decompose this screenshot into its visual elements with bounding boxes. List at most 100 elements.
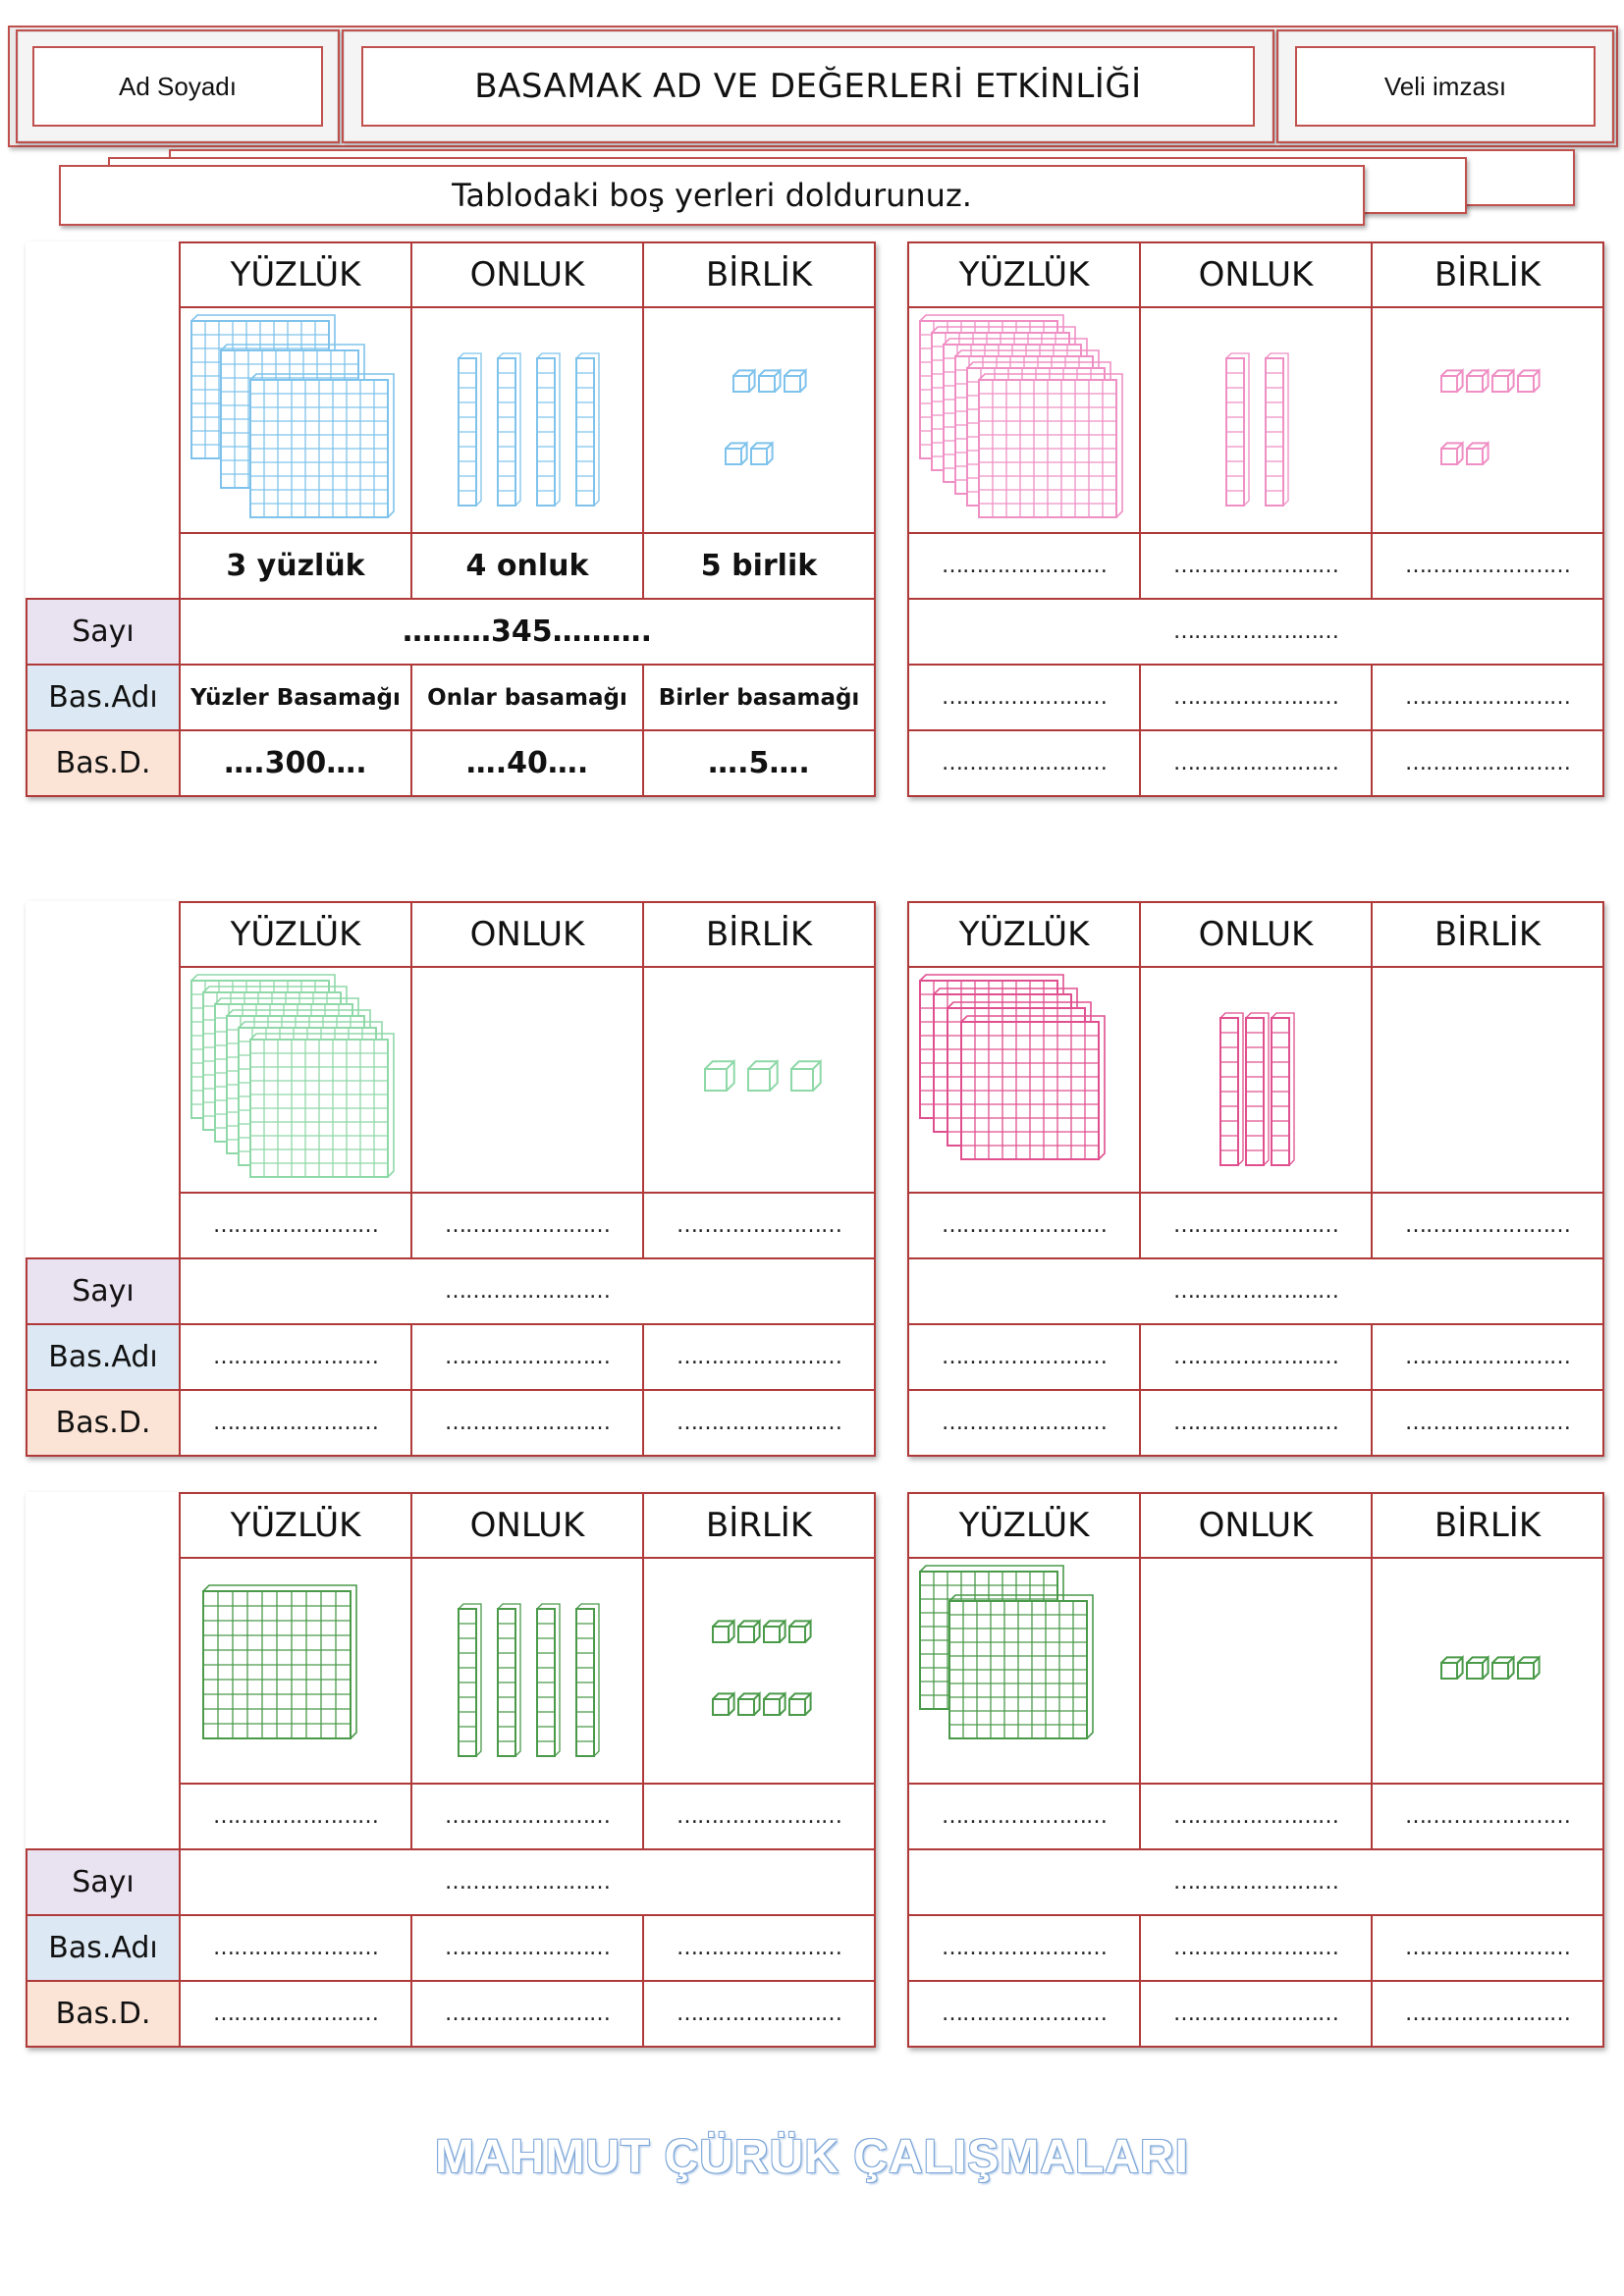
hundred-block [249,373,395,518]
count-cell[interactable]: …………………… [1139,1783,1373,1850]
place-value-cell[interactable]: …………………… [1139,1980,1373,2048]
count-cell[interactable]: 5 birlik [642,532,876,600]
place-value-cell[interactable]: ….5…. [642,729,876,797]
place-value-table: YÜZLÜK ONLUK BİRLİK 3 yüzlük 4 onluk 5 birlik… [26,241,876,797]
place-value-cell[interactable]: …………………… [1371,1389,1604,1457]
count-cell[interactable]: …………………… [1371,1192,1604,1259]
hundred-block [948,1594,1094,1739]
number-cell[interactable]: …………………… [907,1257,1604,1325]
place-value-cell[interactable]: …………………… [1139,1389,1373,1457]
place-value-cell[interactable]: …………………… [907,1980,1141,2048]
place-name-cell[interactable]: …………………… [642,1914,876,1982]
place-value-cell[interactable]: …………………… [642,1980,876,2048]
count-cell[interactable]: …………………… [907,532,1141,600]
ones-cubes [1371,966,1604,1194]
tens-rods [410,306,644,534]
place-name-cell[interactable]: …………………… [179,1914,412,1982]
place-name-cell[interactable]: …………………… [1139,1914,1373,1982]
empty-corner [27,242,180,307]
place-name-cell[interactable]: Yüzler Basamağı [179,664,412,731]
one-cube [732,367,756,393]
place-value-cell[interactable]: …………………… [410,1980,644,2048]
row-label-number: Sayı [26,598,181,666]
count-cell[interactable]: …………………… [410,1783,644,1850]
number-cell[interactable]: …………………… [179,1257,876,1325]
place-name-cell[interactable]: …………………… [642,1323,876,1391]
place-name-cell[interactable]: …………………… [907,664,1141,731]
one-cube [784,367,807,393]
name-field[interactable]: Ad Soyadı [32,46,323,127]
ten-rod [1225,352,1250,507]
count-cell[interactable]: …………………… [179,1192,412,1259]
one-cube [1517,367,1541,393]
column-header-tens: ONLUK [410,241,644,308]
place-value-cell[interactable]: ….300…. [179,729,412,797]
place-value-cell[interactable]: …………………… [179,1980,412,2048]
place-name-cell[interactable]: …………………… [1139,664,1373,731]
column-header-hundreds: YÜZLÜK [179,241,412,308]
ones-cubes [1371,1557,1604,1785]
count-cell[interactable]: 4 onluk [410,532,644,600]
footer-credit: MAHMUT ÇÜRÜK ÇALIŞMALARI [435,2131,1189,2183]
count-cell[interactable]: …………………… [1371,532,1604,600]
place-value-cell[interactable]: …………………… [179,1389,412,1457]
count-cell[interactable]: …………………… [642,1192,876,1259]
place-name-cell[interactable]: …………………… [410,1914,644,1982]
count-cell[interactable]: …………………… [1139,532,1373,600]
count-cell[interactable]: …………………… [907,1783,1141,1850]
count-cell[interactable]: …………………… [642,1783,876,1850]
place-name-cell[interactable]: …………………… [907,1323,1141,1391]
count-cell[interactable]: …………………… [907,1192,1141,1259]
place-name-cell[interactable]: …………………… [1139,1323,1373,1391]
place-value-cell[interactable]: …………………… [1139,729,1373,797]
place-name-cell[interactable]: …………………… [907,1914,1141,1982]
place-name-cell[interactable]: Onlar basamağı [410,664,644,731]
one-cube [1440,367,1464,393]
place-name-cell[interactable]: …………………… [179,1323,412,1391]
empty-corner [27,533,180,599]
ten-rod [536,352,561,507]
place-name-cell[interactable]: …………………… [410,1323,644,1391]
number-cell[interactable]: ………345………. [179,598,876,666]
count-cell[interactable]: …………………… [410,1192,644,1259]
one-cube [750,440,774,465]
row-label-place-name: Bas.Adı [26,1914,181,1982]
place-value-table: YÜZLÜK ONLUK BİRLİK……………………………………………………………… [907,1492,1604,2048]
tens-rods [410,966,644,1194]
one-cube [790,1058,822,1092]
hundreds-blocks [907,966,1141,1194]
place-value-table: YÜZLÜK ONLUK BİRLİK……………………………………………………………… [907,901,1604,1457]
place-name-cell[interactable]: …………………… [1371,664,1604,731]
number-cell[interactable]: …………………… [907,1848,1604,1916]
count-cell[interactable]: 3 yüzlük [179,532,412,600]
column-header-ones: BİRLİK [642,901,876,968]
one-cube [788,1618,812,1643]
place-name-cell[interactable]: …………………… [1371,1323,1604,1391]
place-value-cell[interactable]: …………………… [907,1389,1141,1457]
row-label-place-name: Bas.Adı [26,664,181,731]
place-value-cell[interactable]: ….40…. [410,729,644,797]
column-header-tens: ONLUK [1139,901,1373,968]
place-value-cell[interactable]: …………………… [1371,1980,1604,2048]
one-cube [763,1690,786,1716]
one-cube [704,1058,735,1092]
count-cell[interactable]: …………………… [179,1783,412,1850]
ones-cubes [642,306,876,534]
number-cell[interactable]: …………………… [907,598,1604,666]
place-value-cell[interactable]: …………………… [907,729,1141,797]
one-cube [763,1618,786,1643]
column-header-ones: BİRLİK [642,241,876,308]
signature-field[interactable]: Veli imzası [1295,46,1596,127]
count-cell[interactable]: …………………… [1139,1192,1373,1259]
column-header-tens: ONLUK [1139,1492,1373,1559]
place-value-cell[interactable]: …………………… [410,1389,644,1457]
hundreds-blocks [179,966,412,1194]
place-name-cell[interactable]: Birler basamağı [642,664,876,731]
number-cell[interactable]: …………………… [179,1848,876,1916]
count-cell[interactable]: …………………… [1371,1783,1604,1850]
hundreds-blocks [179,1557,412,1785]
column-header-hundreds: YÜZLÜK [907,1492,1141,1559]
place-name-cell[interactable]: …………………… [1371,1914,1604,1982]
place-value-cell[interactable]: …………………… [1371,729,1604,797]
place-value-cell[interactable]: …………………… [642,1389,876,1457]
